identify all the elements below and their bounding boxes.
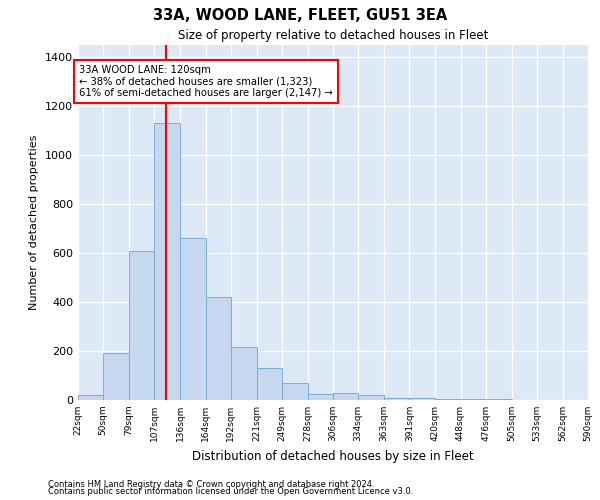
- Bar: [358, 395, 384, 400]
- Text: Contains HM Land Registry data © Crown copyright and database right 2024.: Contains HM Land Registry data © Crown c…: [48, 480, 374, 489]
- Text: Contains public sector information licensed under the Open Government Licence v3: Contains public sector information licen…: [48, 488, 413, 496]
- Bar: [409, 398, 436, 400]
- Bar: [230, 348, 257, 400]
- Bar: [181, 238, 205, 400]
- Bar: [129, 250, 154, 400]
- Bar: [308, 394, 333, 400]
- Bar: [333, 392, 358, 400]
- Bar: [436, 399, 461, 400]
- Bar: [154, 124, 181, 400]
- Bar: [384, 398, 409, 400]
- Bar: [103, 354, 129, 400]
- Bar: [78, 395, 103, 400]
- Text: 33A WOOD LANE: 120sqm
← 38% of detached houses are smaller (1,323)
61% of semi-d: 33A WOOD LANE: 120sqm ← 38% of detached …: [79, 64, 332, 98]
- Bar: [205, 297, 230, 400]
- Text: 33A, WOOD LANE, FLEET, GU51 3EA: 33A, WOOD LANE, FLEET, GU51 3EA: [153, 8, 447, 22]
- Title: Size of property relative to detached houses in Fleet: Size of property relative to detached ho…: [178, 30, 488, 43]
- Bar: [282, 383, 308, 400]
- Y-axis label: Number of detached properties: Number of detached properties: [29, 135, 40, 310]
- X-axis label: Distribution of detached houses by size in Fleet: Distribution of detached houses by size …: [192, 450, 474, 462]
- Bar: [461, 399, 485, 400]
- Bar: [257, 368, 282, 400]
